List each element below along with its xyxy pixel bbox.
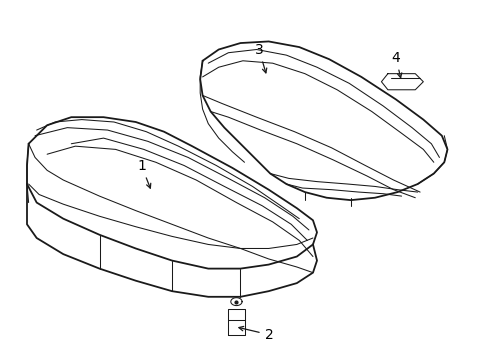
Text: 2: 2 — [239, 327, 273, 342]
Text: 1: 1 — [137, 158, 150, 188]
Text: 3: 3 — [254, 42, 266, 73]
Text: 4: 4 — [391, 50, 401, 78]
